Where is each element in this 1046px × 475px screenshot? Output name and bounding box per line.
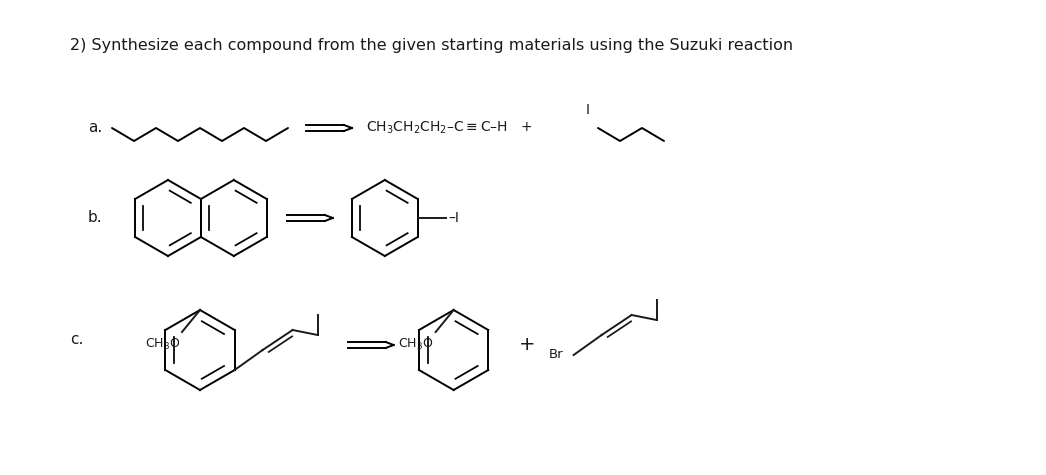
- Text: +: +: [519, 335, 536, 354]
- Text: I: I: [586, 103, 590, 117]
- Text: 2) Synthesize each compound from the given starting materials using the Suzuki r: 2) Synthesize each compound from the giv…: [70, 38, 793, 53]
- Text: –I: –I: [449, 211, 459, 225]
- Text: CH$_3$CH$_2$CH$_2$–C$\equiv$C–H   +: CH$_3$CH$_2$CH$_2$–C$\equiv$C–H +: [366, 120, 532, 136]
- Text: Br: Br: [549, 349, 563, 361]
- Text: CH$_3$O: CH$_3$O: [399, 337, 434, 352]
- Text: a.: a.: [88, 121, 103, 135]
- Text: CH$_3$O: CH$_3$O: [144, 337, 180, 352]
- Text: c.: c.: [70, 332, 84, 348]
- Text: b.: b.: [88, 210, 103, 226]
